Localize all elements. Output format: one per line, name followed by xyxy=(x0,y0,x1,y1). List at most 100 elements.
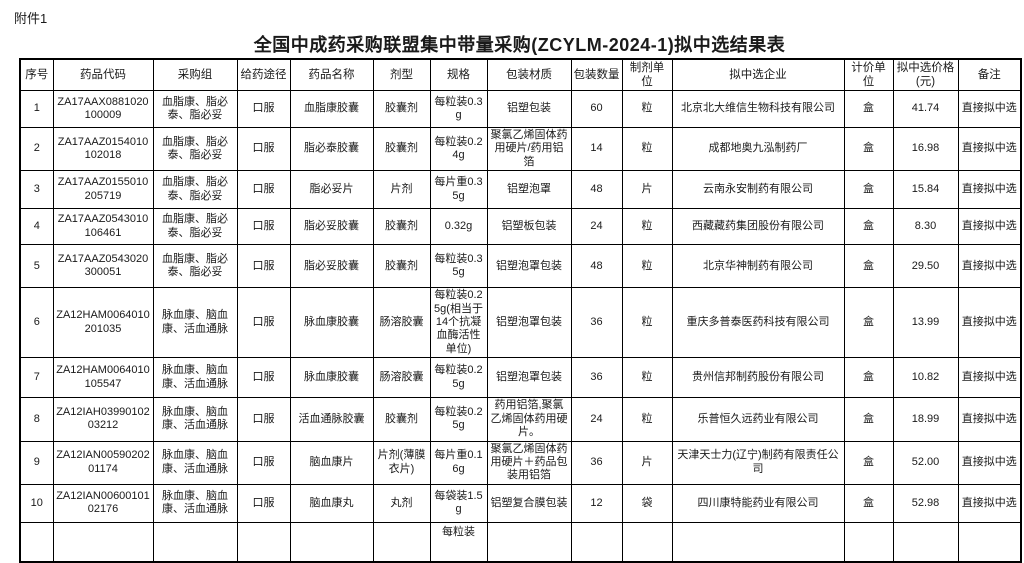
table-cell: 口服 xyxy=(236,287,291,359)
table-cell: 52.00 xyxy=(892,440,959,485)
table-cell: 脉血康、脑血康、活血通脉 xyxy=(152,440,238,485)
table-cell: 13.99 xyxy=(892,287,959,359)
table-cell xyxy=(621,521,673,563)
table-cell: 52.98 xyxy=(892,483,959,523)
table-cell: 口服 xyxy=(236,483,291,523)
table-cell xyxy=(152,521,238,563)
table-cell: 血脂康胶囊 xyxy=(289,90,374,129)
table-row: 5 ZA17AAZ0543020300051 血脂康、脂必泰、脂必妥 口服 脂必妥胶囊胶… xyxy=(19,244,1022,289)
col-header-selected-price: 拟中选价格 (元) xyxy=(892,58,959,92)
table-cell: 直接拟中选 xyxy=(957,170,1022,210)
table-cell: 聚氯乙烯固体药用硬片/药用铝箔 xyxy=(486,127,572,172)
table-cell: 直接拟中选 xyxy=(957,127,1022,172)
table-row: 2 ZA17AAZ0154010102018 血脂康、脂必泰、脂必妥 口服 脂必泰胶囊胶… xyxy=(19,127,1022,172)
table-cell: 粒 xyxy=(621,244,673,289)
table-cell: 血脂康、脂必泰、脂必妥 xyxy=(152,90,238,129)
table-cell: 盒 xyxy=(843,483,894,523)
table-row: 7 ZA12HAM0064010105547 脉血康、脑血康、活血通脉 口服 脉血康胶囊… xyxy=(19,357,1022,399)
col-header-preparation-unit: 制剂单位 xyxy=(621,58,673,92)
table-cell: 铝塑泡罩包装 xyxy=(486,244,572,289)
col-header-index: 序号 xyxy=(19,58,54,92)
table-cell: 片剂 xyxy=(372,170,431,210)
table-cell: 盒 xyxy=(843,357,894,399)
table-cell: 天津天士力(辽宁)制药有限责任公司 xyxy=(671,440,845,485)
table-cell: ZA17AAZ0543010106461 xyxy=(52,208,154,246)
table-cell: 血脂康、脂必泰、脂必妥 xyxy=(152,127,238,172)
table-header-row: 序号 药品代码 采购组 给药途径 药品名称 剂型 规格 包装材质 包装数量 制剂… xyxy=(19,58,1022,92)
table-cell: 铝塑板包装 xyxy=(486,208,572,246)
table-cell: 8.30 xyxy=(892,208,959,246)
table-cell: ZA17AAZ0543020300051 xyxy=(52,244,154,289)
table-cell: 成都地奥九泓制药厂 xyxy=(671,127,845,172)
table-cell: 粒 xyxy=(621,287,673,359)
table-cell: 脉血康、脑血康、活血通脉 xyxy=(152,483,238,523)
table-cell xyxy=(372,521,431,563)
table-cell: 脑血康片 xyxy=(289,440,374,485)
table-cell: 四川康特能药业有限公司 xyxy=(671,483,845,523)
table-cell: ZA12IAH0399010203212 xyxy=(52,397,154,442)
table-cell: 西藏藏药集团股份有限公司 xyxy=(671,208,845,246)
col-header-packaging-material: 包装材质 xyxy=(486,58,572,92)
table-cell: 每粒装0.3g xyxy=(429,90,488,129)
results-table: 序号 药品代码 采购组 给药途径 药品名称 剂型 规格 包装材质 包装数量 制剂… xyxy=(19,58,1022,563)
table-cell: ZA17AAZ0154010102018 xyxy=(52,127,154,172)
table-row: 1 ZA17AAX0881020100009 血脂康、脂必泰、脂必妥 口服 血脂康胶囊胶… xyxy=(19,90,1022,129)
table-cell: ZA17AAX0881020100009 xyxy=(52,90,154,129)
table-row: 9 ZA12IAN0059020201174 脉血康、脑血康、活血通脉 口服 脑血康片片… xyxy=(19,440,1022,485)
table-cell xyxy=(19,521,54,563)
table-cell: 15.84 xyxy=(892,170,959,210)
table-cell: 药用铝箔,聚氯乙烯固体药用硬片。 xyxy=(486,397,572,442)
table-cell: 直接拟中选 xyxy=(957,397,1022,442)
table-cell: 脉血康、脑血康、活血通脉 xyxy=(152,357,238,399)
table-cell: 直接拟中选 xyxy=(957,90,1022,129)
table-cell: 29.50 xyxy=(892,244,959,289)
table-cell: 脂必妥胶囊 xyxy=(289,244,374,289)
results-table-body: 1 ZA17AAX0881020100009 血脂康、脂必泰、脂必妥 口服 血脂康胶囊胶… xyxy=(19,90,1022,563)
table-cell: 盒 xyxy=(843,170,894,210)
table-cell: ZA12IAN0059020201174 xyxy=(52,440,154,485)
table-cell: 盒 xyxy=(843,90,894,129)
table-cell: 重庆多普泰医药科技有限公司 xyxy=(671,287,845,359)
table-cell: 每粒装0.24g xyxy=(429,127,488,172)
table-cell: 粒 xyxy=(621,397,673,442)
table-cell: 肠溶胶囊 xyxy=(372,287,431,359)
table-cell: 铝塑泡罩 xyxy=(486,170,572,210)
table-cell: 脑血康丸 xyxy=(289,483,374,523)
table-cell: 3 xyxy=(19,170,54,210)
table-cell: 盒 xyxy=(843,397,894,442)
table-cell: 每片重0.16g xyxy=(429,440,488,485)
table-cell: 口服 xyxy=(236,90,291,129)
table-row-partial: 每粒装 xyxy=(19,521,1022,563)
table-cell: 每粒装 xyxy=(429,521,488,563)
table-cell: 每粒装0.25g xyxy=(429,357,488,399)
table-cell: 胶囊剂 xyxy=(372,208,431,246)
table-cell: 粒 xyxy=(621,127,673,172)
col-header-procurement-group: 采购组 xyxy=(152,58,238,92)
col-header-remarks: 备注 xyxy=(957,58,1022,92)
table-cell: 48 xyxy=(570,244,623,289)
table-cell: 7 xyxy=(19,357,54,399)
table-cell xyxy=(892,521,959,563)
table-cell: 18.99 xyxy=(892,397,959,442)
table-cell: 5 xyxy=(19,244,54,289)
table-cell: 10.82 xyxy=(892,357,959,399)
table-row: 8 ZA12IAH0399010203212 脉血康、脑血康、活血通脉 口服 活血通脉胶… xyxy=(19,397,1022,442)
table-cell: 胶囊剂 xyxy=(372,244,431,289)
table-cell: 粒 xyxy=(621,90,673,129)
table-row: 10 ZA12IAN0060010102176 脉血康、脑血康、活血通脉 口服 脑血康丸… xyxy=(19,483,1022,523)
table-cell: 直接拟中选 xyxy=(957,357,1022,399)
table-cell: 脉血康胶囊 xyxy=(289,357,374,399)
table-cell: 10 xyxy=(19,483,54,523)
table-cell xyxy=(671,521,845,563)
table-cell: 8 xyxy=(19,397,54,442)
table-cell: 6 xyxy=(19,287,54,359)
table-cell: 盒 xyxy=(843,287,894,359)
table-cell: 16.98 xyxy=(892,127,959,172)
table-cell: ZA12HAM0064010201035 xyxy=(52,287,154,359)
table-cell: 每片重0.35g xyxy=(429,170,488,210)
table-cell: 北京北大维信生物科技有限公司 xyxy=(671,90,845,129)
table-cell xyxy=(957,521,1022,563)
table-cell: 盒 xyxy=(843,127,894,172)
table-cell: 直接拟中选 xyxy=(957,483,1022,523)
table-cell: 0.32g xyxy=(429,208,488,246)
